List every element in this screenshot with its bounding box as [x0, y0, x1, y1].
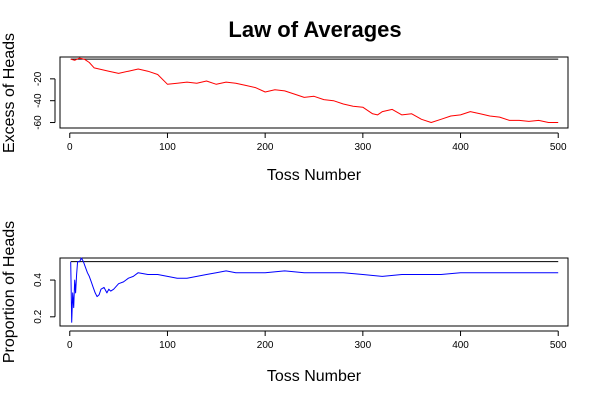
panel-1-x-tick-label-0: 0: [67, 142, 73, 153]
panel-1-y-tick-label-1: -40: [33, 93, 44, 108]
panel-2-x-tick-label-200: 200: [257, 340, 274, 351]
panel-1-x-tick-label-100: 100: [159, 142, 176, 153]
panel-1-x-tick-label-500: 500: [550, 142, 567, 153]
panel-1-y-tick-label-2: -60: [33, 115, 44, 130]
panel-2-x-tick-label-300: 300: [355, 340, 372, 351]
panel-1-x-tick-label-300: 300: [355, 142, 372, 153]
chart-title: Law of Averages: [228, 17, 401, 42]
panel-1-x-axis-title: Toss Number: [267, 167, 362, 184]
panel-2-y-tick-label-0: 0.2: [33, 309, 44, 323]
panel-1-plot-frame: [59, 56, 569, 129]
panel-2-x-axis-title: Toss Number: [267, 368, 362, 385]
panel-1-x-tick-label-200: 200: [257, 142, 274, 153]
panel-2-y-axis-title: Proportion of Heads: [1, 221, 18, 363]
panel-1-series-line-1: [70, 57, 559, 123]
panel-1-y-axis-title: Excess of Heads: [1, 33, 18, 153]
panel-1-y-tick-label-0: -20: [33, 71, 44, 86]
panel-2-x-tick-label-400: 400: [452, 340, 469, 351]
panel-2-x-tick-label-100: 100: [159, 340, 176, 351]
panel-2-x-tick-label-500: 500: [550, 340, 567, 351]
panel-2-plot-frame: [59, 257, 569, 327]
panel-1-x-tick-label-400: 400: [452, 142, 469, 153]
panel-2-y-tick-label-1: 0.4: [33, 273, 44, 287]
panel-2-series-line-1: [70, 257, 559, 323]
panel-2-x-tick-label-0: 0: [67, 340, 73, 351]
